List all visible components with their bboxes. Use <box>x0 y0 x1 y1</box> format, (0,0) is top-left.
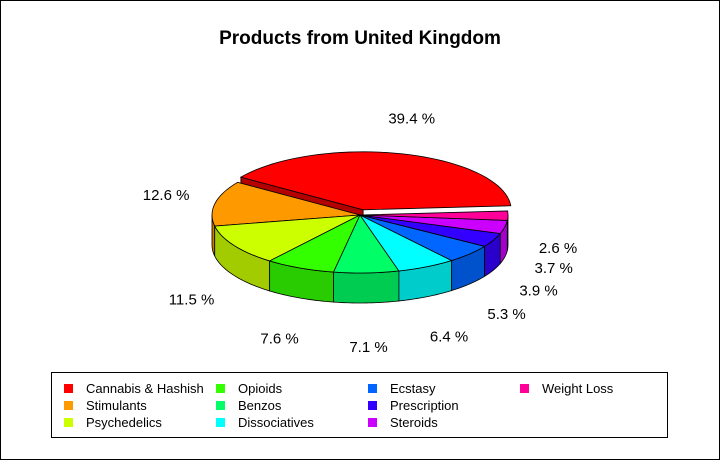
legend-label: Stimulants <box>86 398 147 413</box>
legend-swatch <box>216 401 225 410</box>
legend-label: Ecstasy <box>390 381 436 396</box>
legend-label: Dissociatives <box>238 415 314 430</box>
pct-label-2: 11.5 % <box>169 292 215 309</box>
pie-slice-5 <box>359 214 453 272</box>
pie-slice-0 <box>239 151 512 211</box>
pct-label-3: 7.6 % <box>260 330 298 347</box>
pie-slice-4 <box>332 214 400 274</box>
legend-label: Prescription <box>390 398 459 413</box>
pct-label-6: 5.3 % <box>487 306 525 323</box>
legend-swatch <box>216 418 225 427</box>
pie-slice-7 <box>359 214 502 247</box>
legend-swatch <box>216 384 225 393</box>
legend-label: Steroids <box>390 415 438 430</box>
legend-swatch <box>520 384 529 393</box>
chart-title: Products from United Kingdom <box>219 28 501 49</box>
pct-label-4: 7.1 % <box>349 339 387 356</box>
pct-label-9: 2.6 % <box>539 240 577 257</box>
pct-label-7: 3.9 % <box>519 282 557 299</box>
pct-label-0: 39.4 % <box>388 111 435 128</box>
pct-label-5: 6.4 % <box>430 328 468 345</box>
legend-label: Psychedelics <box>86 415 162 430</box>
pie-slice-3 <box>268 214 361 273</box>
legend-label: Opioids <box>238 381 283 396</box>
legend: Cannabis & Hashish Stimulants Psychedelics… <box>51 372 668 438</box>
pie-slice-1 <box>211 181 361 227</box>
legend-swatch <box>64 401 73 410</box>
legend-swatch <box>64 384 73 393</box>
pie-slice-6 <box>359 214 486 261</box>
legend-swatch <box>368 418 377 427</box>
pie-slice-8 <box>359 214 508 234</box>
pie-slice-9 <box>359 210 509 221</box>
pie-slice-2 <box>214 214 361 262</box>
legend-label: Cannabis & Hashish <box>86 381 204 396</box>
legend-swatch <box>368 384 377 393</box>
legend-label: Benzos <box>238 398 282 413</box>
pie-chart: 39.4 % 12.6 % 11.5 % 7.6 % 7.1 % 6.4 % 5.3 % 3.… <box>143 111 577 356</box>
legend-swatch <box>368 401 377 410</box>
pct-label-1: 12.6 % <box>143 187 190 204</box>
pct-label-8: 3.7 % <box>535 260 573 277</box>
pie-side-4 <box>333 270 400 304</box>
legend-swatch <box>64 418 73 427</box>
legend-label: Weight Loss <box>542 381 614 396</box>
